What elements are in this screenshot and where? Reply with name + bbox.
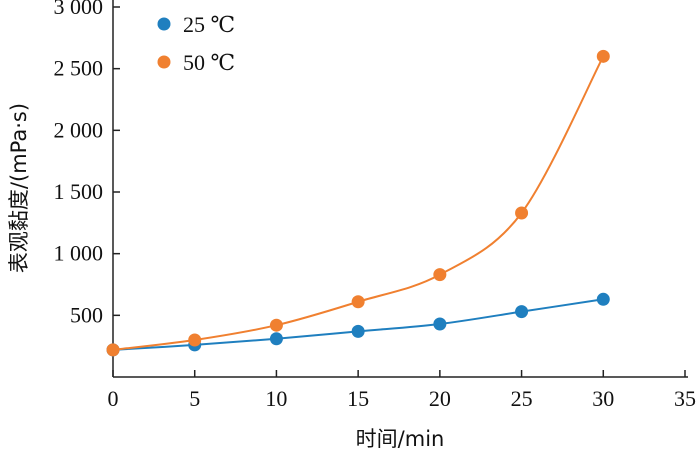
data-point: [269, 318, 283, 332]
legend-label: 50 ℃: [183, 50, 235, 75]
data-point: [596, 292, 610, 306]
x-tick-label: 5: [189, 386, 200, 411]
data-point: [515, 305, 529, 319]
legend-label: 25 ℃: [183, 12, 235, 37]
x-axis-label: 时间/min: [356, 427, 445, 451]
data-point: [433, 317, 447, 331]
y-tick-label: 500: [70, 302, 103, 327]
legend: 25 ℃ 50 ℃: [157, 12, 235, 75]
x-ticks: 0 5 10 15 20 25 30 35: [108, 370, 696, 411]
data-point: [515, 206, 529, 220]
x-tick-label: 10: [265, 386, 287, 411]
data-point: [351, 324, 365, 338]
axes: [112, 0, 688, 378]
x-tick-label: 20: [429, 386, 451, 411]
x-tick-label: 35: [674, 386, 696, 411]
x-tick-label: 30: [592, 386, 614, 411]
y-tick-label: 1 500: [54, 179, 104, 204]
y-ticks: 500 1 000 1 500 2 000 2 500 3 000: [54, 0, 120, 327]
y-tick-label: 1 000: [54, 241, 104, 266]
series-2: [106, 49, 610, 357]
data-point: [269, 332, 283, 346]
x-tick-label: 0: [108, 386, 119, 411]
data-point: [106, 343, 120, 357]
x-tick-label: 25: [511, 386, 533, 411]
data-point: [596, 49, 610, 63]
x-tick-label: 15: [347, 386, 369, 411]
data-point: [188, 333, 202, 347]
y-tick-label: 2 000: [54, 117, 104, 142]
legend-marker: [157, 17, 171, 31]
legend-marker: [157, 55, 171, 69]
y-tick-label: 3 000: [54, 0, 104, 19]
y-tick-label: 2 500: [54, 56, 104, 81]
data-point: [433, 268, 447, 282]
series-layer: [106, 49, 610, 357]
y-axis-label: 表观黏度/(mPa·s): [7, 103, 31, 273]
data-point: [351, 295, 365, 309]
